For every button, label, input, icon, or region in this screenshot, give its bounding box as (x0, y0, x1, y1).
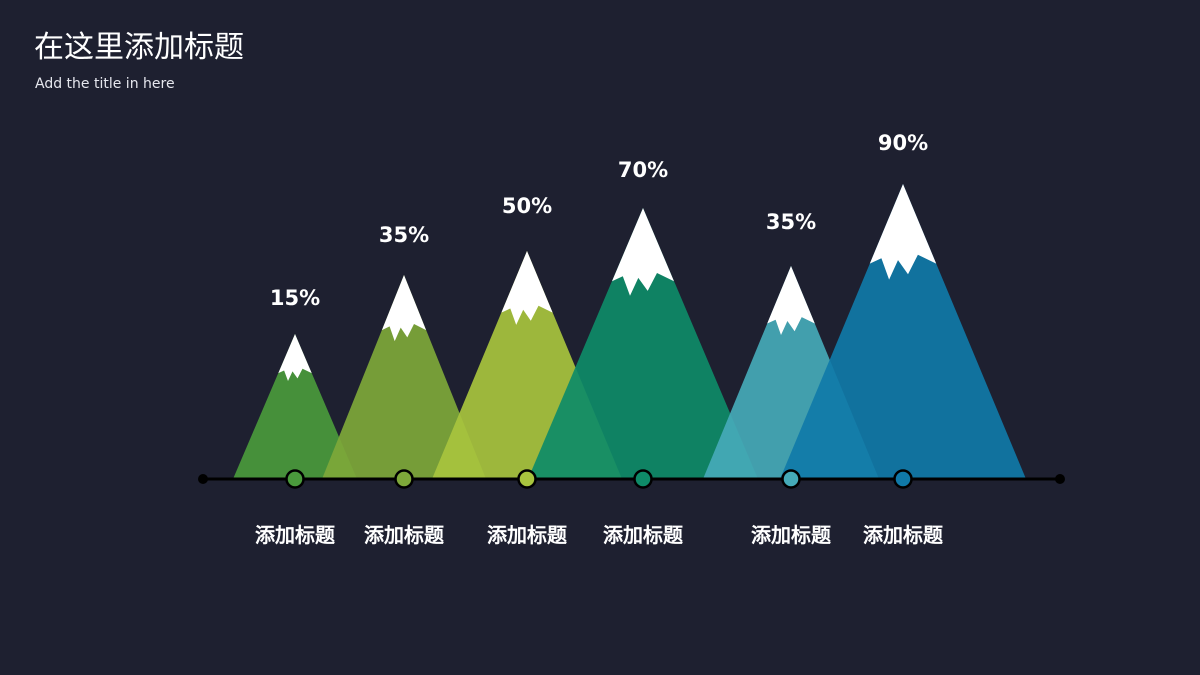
axis-marker-5 (781, 469, 801, 489)
snow-cap-4 (612, 208, 674, 296)
baseline-end-dot (1055, 474, 1065, 484)
mountain-bar-1 (233, 334, 357, 479)
axis-layer (198, 469, 1065, 489)
axis-marker-6 (893, 469, 913, 489)
value-label-1: 15% (270, 286, 320, 310)
value-label-6: 90% (878, 131, 928, 155)
axis-marker-1 (285, 469, 305, 489)
mountains-layer (233, 184, 1026, 479)
axis-marker-3 (517, 469, 537, 489)
page-subtitle: Add the title in here (35, 76, 175, 92)
category-labels-layer: 添加标题 添加标题 添加标题 添加标题 添加标题 添加标题 (255, 523, 944, 547)
category-label-6: 添加标题 (863, 523, 944, 547)
value-label-5: 35% (766, 210, 816, 234)
snow-cap-2 (381, 275, 427, 342)
snow-cap-1 (278, 334, 312, 381)
axis-marker-2 (394, 469, 414, 489)
mountain-bar-2 (322, 275, 486, 479)
baseline-start-dot (198, 474, 208, 484)
category-label-5: 添加标题 (751, 523, 832, 547)
value-labels-layer: 15% 35% 50% 70% 35% 90% (270, 131, 928, 310)
axis-marker-4 (633, 469, 653, 489)
value-label-3: 50% (502, 194, 552, 218)
snow-cap-3 (501, 251, 553, 325)
value-label-2: 35% (379, 223, 429, 247)
snow-cap-6 (869, 184, 937, 280)
page-title: 在这里添加标题 (34, 30, 244, 65)
mountain-bar-6 (780, 184, 1026, 479)
category-label-1: 添加标题 (255, 523, 336, 547)
mountain-bar-4 (528, 208, 758, 479)
value-label-4: 70% (618, 158, 668, 182)
snow-cap-5 (767, 266, 815, 335)
category-label-2: 添加标题 (364, 523, 445, 547)
category-label-3: 添加标题 (487, 523, 568, 547)
category-label-4: 添加标题 (603, 523, 684, 547)
